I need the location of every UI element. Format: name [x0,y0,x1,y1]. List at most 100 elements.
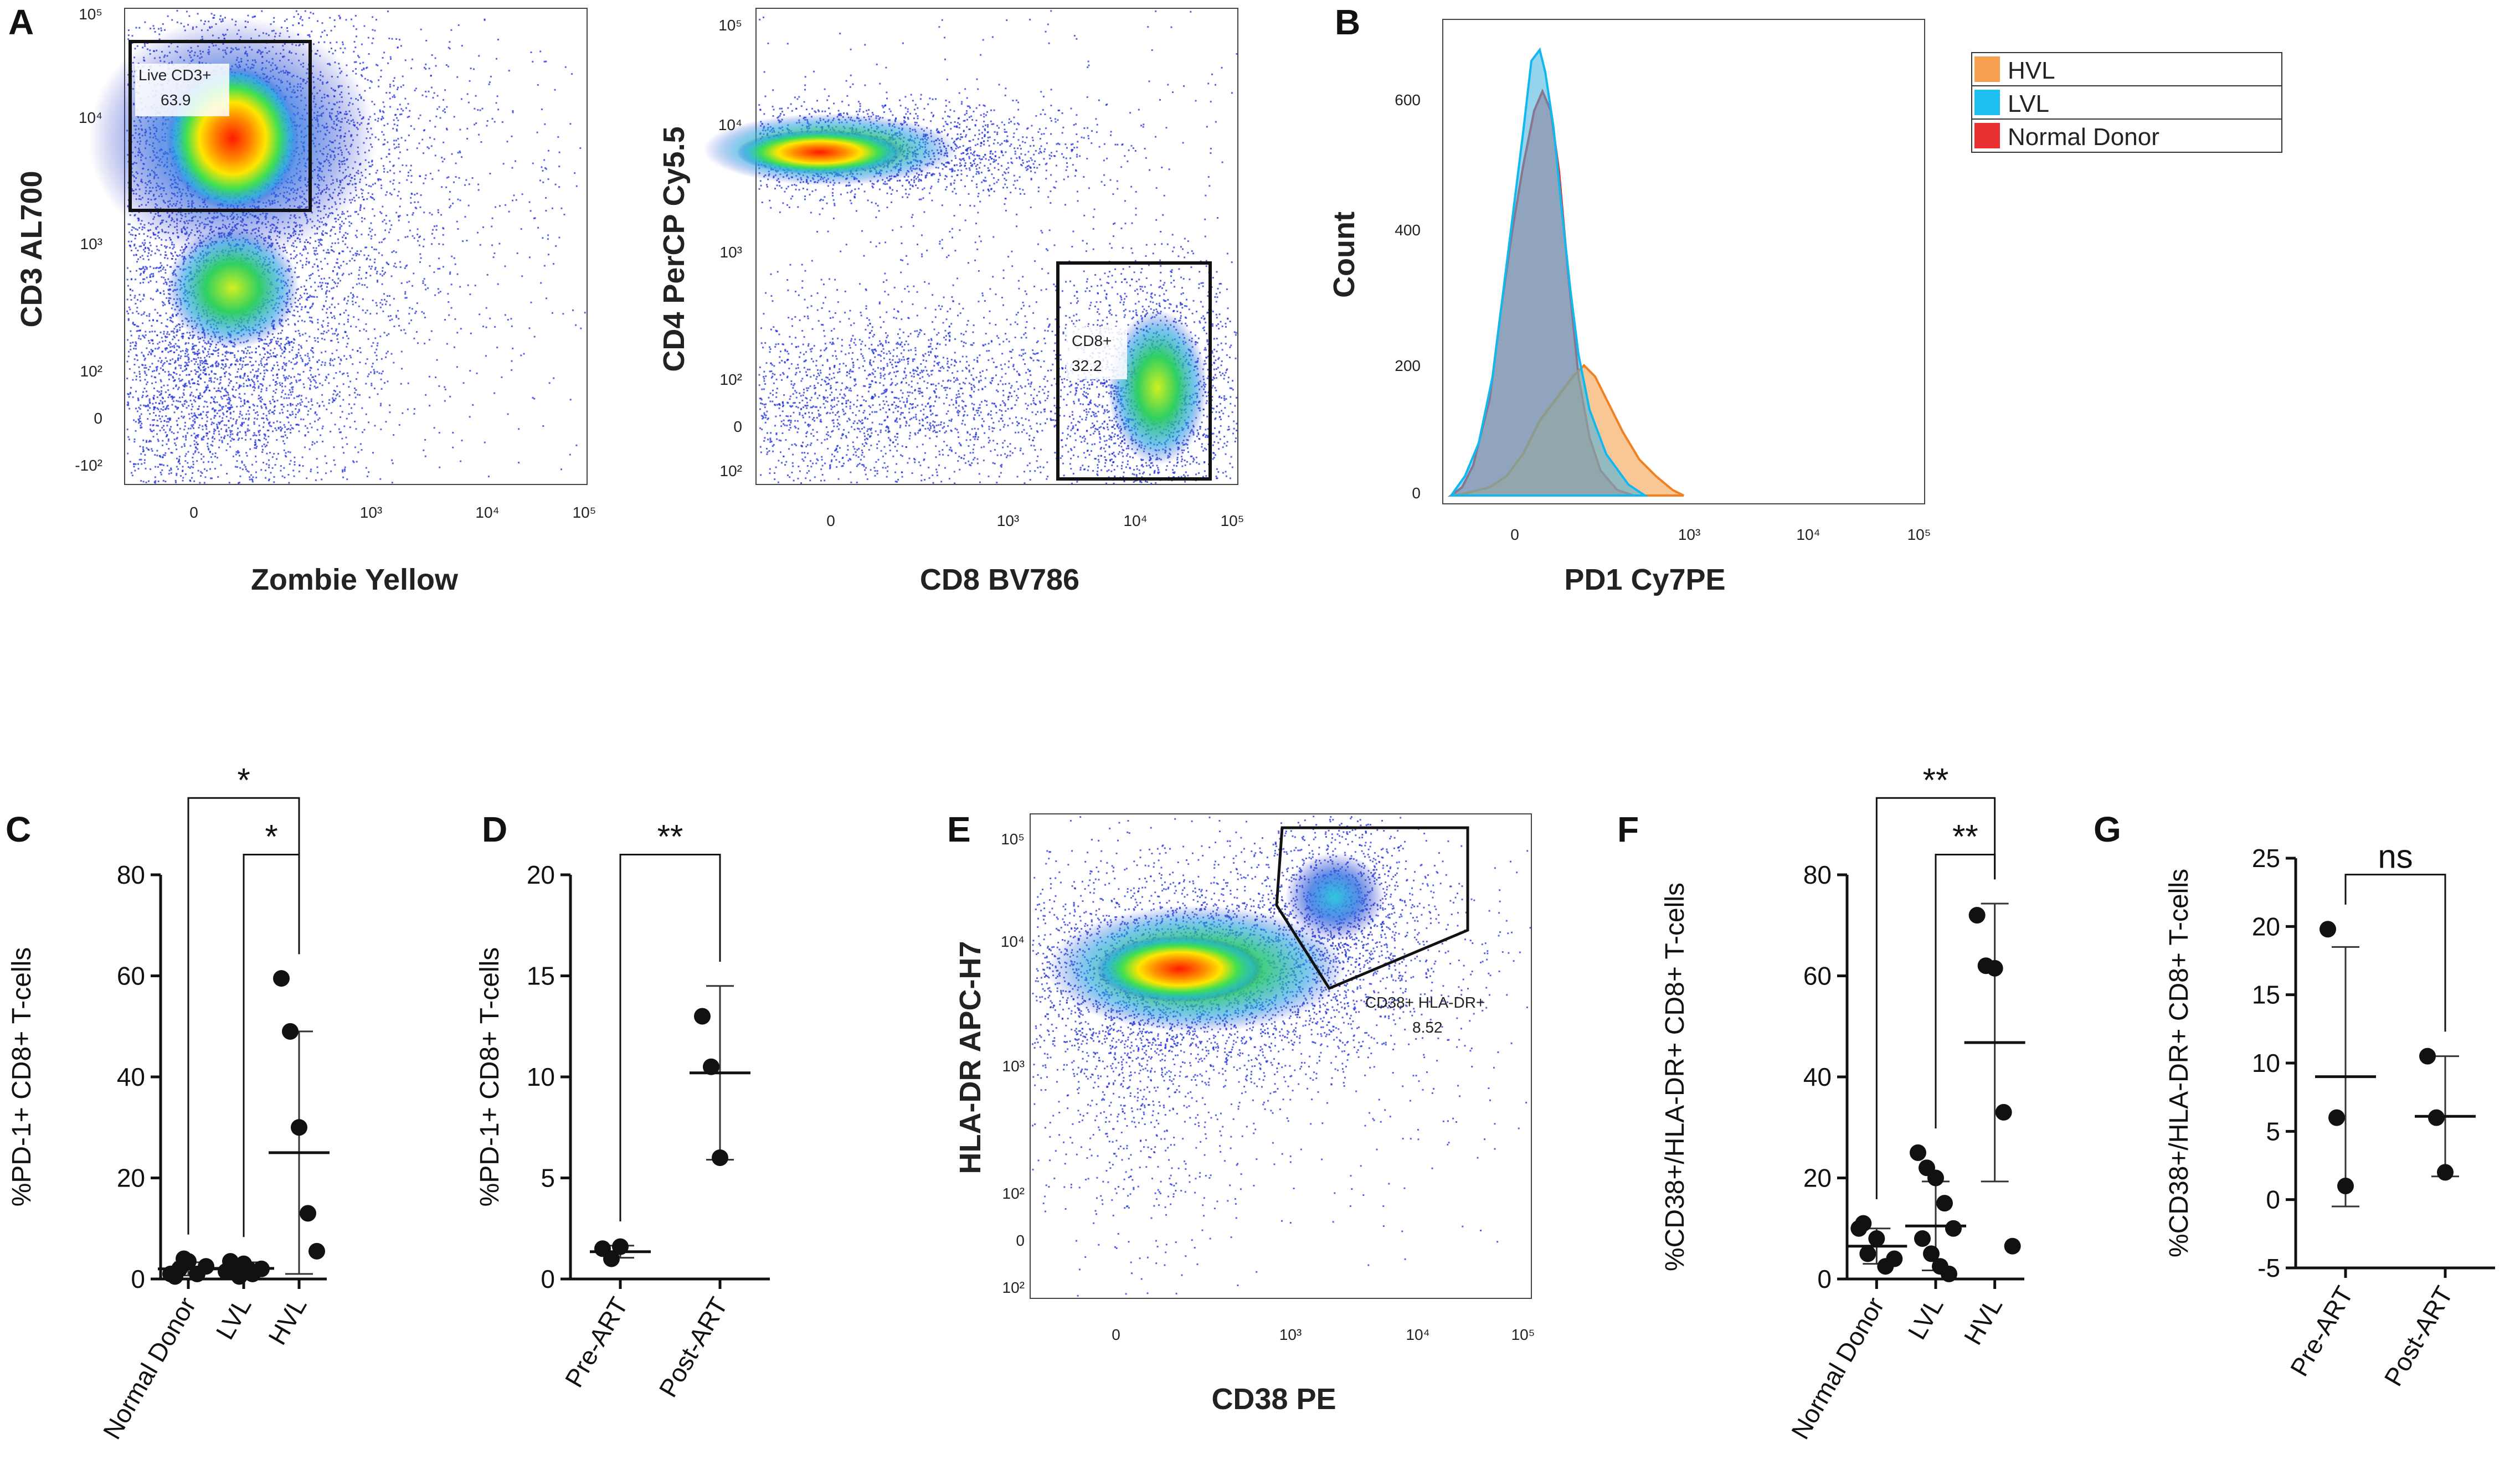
x-tick: 10⁵ [1221,512,1244,529]
gate-name: Live CD3+ [138,66,212,84]
y-tick-label: 10 [2252,1049,2280,1077]
panel-letter-g: G [2094,809,2121,849]
data-point [253,1260,270,1277]
data-point [222,1253,239,1270]
data-point [176,1250,192,1267]
category-label: LVL [1902,1292,1948,1344]
y-axis-title: HLA-DR APC-H7 [954,941,987,1174]
flow-plot-cd4-vs-cd8: CD8+ 32.2 10⁵ 10⁴ 10³ 10² 0 10² 0 10³ 10… [657,8,1244,596]
gate-cd8 [1056,261,1212,481]
data-point [1923,1245,1940,1262]
legend-swatch-normal-donor [1974,123,2000,148]
y-tick-label: 0 [1817,1265,1832,1293]
data-point [694,1008,711,1025]
dot-plot-panel-d: D 0 5 10 15 20 %PD-1+ CD8+ T-cells Pre-ART Post-… [475,809,770,1402]
x-ticks: 0 10³ 10⁴ 10⁵ [1510,526,1931,543]
data-point [308,1242,325,1260]
y-tick-label: 15 [527,962,555,991]
data-point [1945,1220,1962,1237]
y-tick-label: 20 [2252,912,2280,941]
panel-letter-e: E [947,809,971,849]
flow-plot-hladr-vs-cd38: CD38+ HLA-DR+ 8.52 10⁵ 10⁴ 10³ 10² 0 10²… [954,813,1535,1416]
y-tick-label: 0 [541,1265,555,1293]
y-tick-label: -5 [2257,1254,2280,1282]
significance-bracket: ** [619,818,721,1221]
data-point [198,1258,214,1275]
data-point [1910,1144,1926,1161]
y-tick: 10² [720,371,742,388]
x-tick: 10⁵ [573,504,596,521]
data-point [300,1205,316,1222]
category-label: Normal Donor [97,1292,201,1444]
gate-name: CD38+ HLA-DR+ [1365,994,1485,1011]
x-tick: 10⁴ [475,504,499,521]
gate-percent: 8.52 [1412,1019,1443,1036]
y-ticks: 10⁵ 10⁴ 10³ 10² 0 10² [718,17,742,479]
y-tick-label: 80 [1803,860,1832,889]
data-point [2437,1164,2454,1181]
y-axis-title: %CD38+/HLA-DR+ CD8+ T-cells [1660,883,1690,1271]
data-point [1886,1250,1903,1267]
y-tick: 10⁵ [1001,831,1025,848]
y-axis-title: Count [1328,212,1361,298]
y-tick: -10² [75,457,102,474]
x-tick: 10³ [1678,526,1700,543]
data-point [2428,1109,2445,1126]
data-point [1941,1265,1957,1282]
x-axis-title: PD1 Cy7PE [1564,563,1725,596]
x-ticks: 0 10³ 10⁴ 10⁵ [1112,1326,1535,1343]
y-ticks: 10⁵ 10⁴ 10³ 10² 0 -10² [75,6,102,474]
x-tick: 0 [1510,526,1519,543]
y-axis-title: CD3 AL700 [15,171,48,327]
y-axis-title: %PD-1+ CD8+ T-cells [7,947,37,1207]
y-tick: 0 [1016,1232,1025,1249]
y-axis-title: %CD38+/HLA-DR+ CD8+ T-cells [2164,869,2194,1257]
y-tick: 10⁵ [718,17,742,34]
y-tick: 10³ [80,235,102,252]
data-point [1986,960,2003,977]
significance-bracket: ns [2344,838,2446,1032]
data-point [273,970,290,987]
panel-letter-b: B [1335,2,1360,42]
significance-label: * [237,761,250,798]
category-label: Pre-ART [2285,1281,2359,1381]
legend-label: HVL [2008,57,2055,84]
x-tick: 10⁴ [1123,512,1147,529]
data-point [1968,907,1986,924]
y-tick-label: 0 [2266,1185,2280,1214]
data-point [603,1250,620,1267]
gate-cd38-hladr [1275,826,1469,991]
x-tick: 10⁵ [1907,526,1931,543]
significance-bracket: * [243,818,300,1237]
x-axis-title: CD8 BV786 [920,563,1079,596]
panel-letter-c: C [6,809,31,849]
cell-events [1032,816,1531,1297]
legend-swatch-hvl [1974,56,2000,82]
category-label: HVL [263,1292,312,1349]
y-tick-label: 80 [117,860,145,889]
y-tick: 10⁴ [79,109,102,126]
data-point [1855,1215,1872,1232]
x-tick: 0 [826,512,835,529]
legend-label: Normal Donor [2008,123,2159,151]
density-hotspot [1108,310,1207,465]
data-point [712,1149,728,1166]
significance-label: ** [1923,761,1949,798]
gate-name: CD8+ [1072,332,1112,349]
x-tick: 10⁵ [1511,1326,1535,1343]
histogram-lvl [1449,47,1649,497]
density-hotspot [1285,853,1385,941]
dot-plot-panel-f: F 0 20 40 60 80 %CD38+/HLA-DR+ CD8+ T-cells Nor… [1617,761,2025,1444]
y-tick: 10⁴ [1001,933,1025,950]
data-point [282,1023,299,1040]
x-tick: 0 [1112,1326,1120,1343]
panel-letter-a: A [8,2,34,42]
y-tick: 10² [720,462,742,479]
legend-label: LVL [2008,90,2049,117]
y-tick: 10³ [1002,1058,1025,1075]
y-tick: 200 [1395,357,1421,374]
y-tick: 0 [733,418,742,435]
y-tick-label: 40 [1803,1062,1832,1091]
category-label: LVL [210,1292,256,1344]
